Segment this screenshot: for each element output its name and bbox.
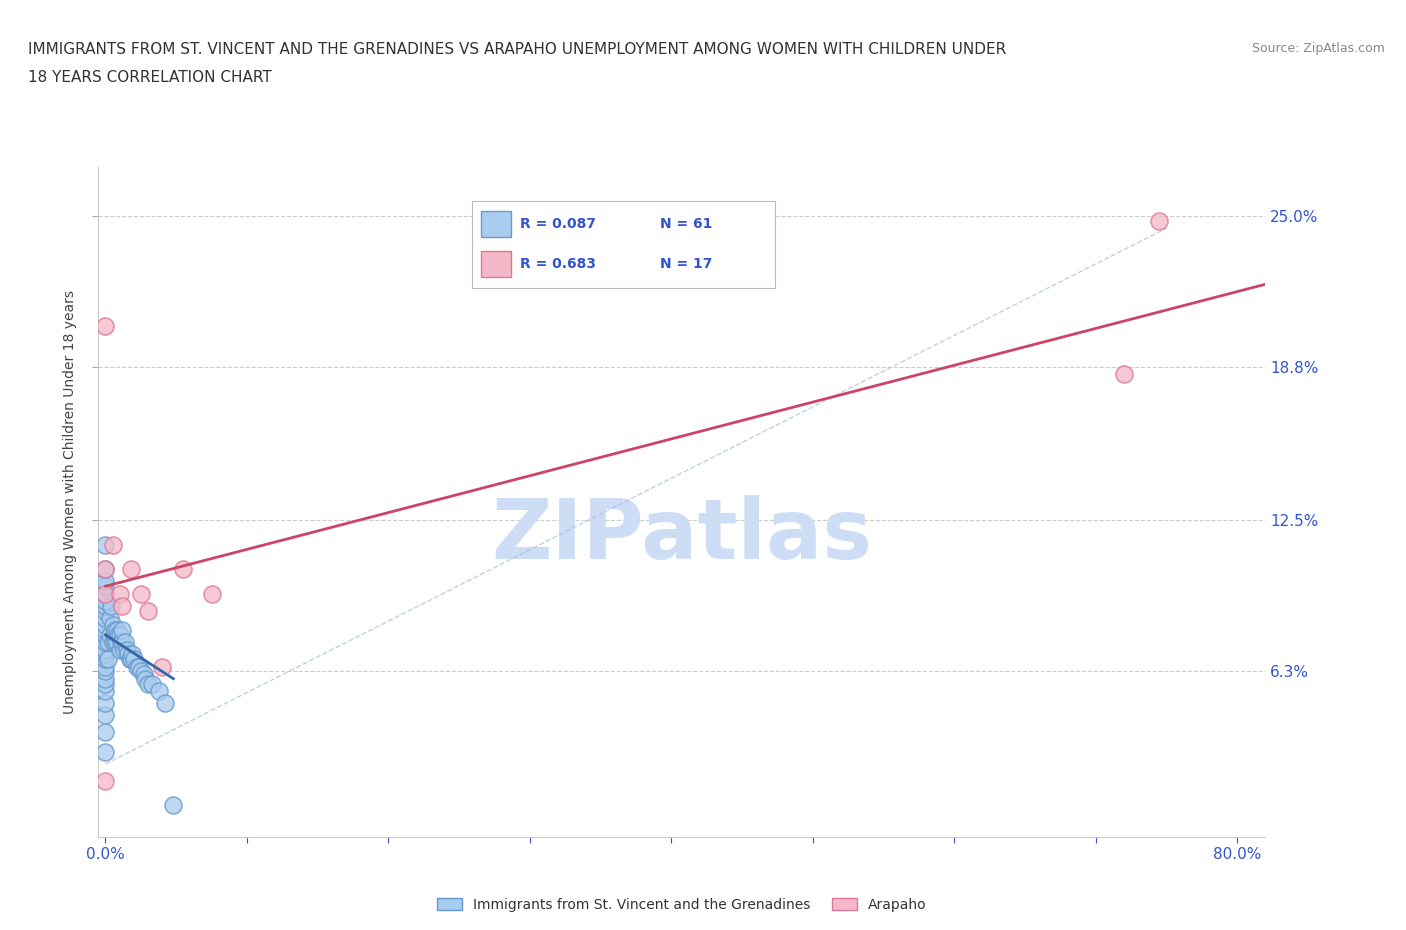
Point: [94, 676, 117, 691]
Point: [200, 586, 222, 601]
Point: [94, 696, 117, 711]
Point: [94, 586, 117, 601]
Point: [108, 628, 131, 643]
Point: [110, 635, 132, 650]
Text: Source: ZipAtlas.com: Source: ZipAtlas.com: [1251, 42, 1385, 55]
Point: [101, 618, 124, 632]
Legend: Immigrants from St. Vincent and the Grenadines, Arapaho: Immigrants from St. Vincent and the Gren…: [432, 892, 932, 917]
Point: [94, 604, 117, 618]
Point: [94, 647, 117, 662]
Point: [94, 562, 117, 577]
Point: [94, 593, 117, 608]
Point: [94, 684, 117, 698]
Point: [153, 696, 176, 711]
Point: [94, 562, 117, 577]
Point: [107, 628, 129, 643]
Point: [105, 622, 128, 637]
Point: [150, 659, 173, 674]
Point: [94, 774, 117, 789]
Point: [128, 659, 150, 674]
Point: [98, 610, 121, 625]
Point: [104, 622, 127, 637]
Point: [94, 618, 117, 632]
Point: [141, 676, 163, 691]
Point: [94, 724, 117, 739]
Point: [94, 578, 117, 593]
Point: [103, 628, 125, 643]
Point: [94, 610, 117, 625]
Point: [136, 604, 159, 618]
Point: [94, 652, 117, 667]
Point: [1112, 367, 1135, 382]
Point: [97, 635, 120, 650]
Point: [94, 628, 117, 643]
Point: [125, 659, 148, 674]
Point: [120, 652, 142, 667]
Point: [94, 642, 117, 657]
Text: ZIPatlas: ZIPatlas: [492, 495, 872, 577]
Point: [172, 562, 194, 577]
Point: [94, 598, 117, 613]
Point: [101, 538, 124, 552]
Point: [136, 676, 159, 691]
Point: [94, 664, 117, 679]
Point: [104, 635, 127, 650]
Point: [148, 684, 170, 698]
Point: [94, 622, 117, 637]
Point: [108, 586, 131, 601]
Point: [94, 659, 117, 674]
Point: [1149, 214, 1171, 229]
Point: [134, 671, 156, 686]
Point: [115, 642, 138, 657]
Point: [132, 667, 155, 682]
Point: [94, 708, 117, 723]
Point: [100, 598, 122, 613]
Point: [94, 318, 117, 333]
Point: [94, 574, 117, 589]
Point: [111, 635, 134, 650]
Point: [129, 586, 152, 601]
Y-axis label: Unemployment Among Women with Children Under 18 years: Unemployment Among Women with Children U…: [63, 290, 77, 714]
Point: [118, 652, 141, 667]
Point: [112, 642, 135, 657]
Point: [162, 798, 184, 813]
Point: [97, 652, 120, 667]
Point: [105, 635, 128, 650]
Point: [94, 671, 117, 686]
Point: [108, 642, 131, 657]
Point: [121, 647, 143, 662]
Point: [101, 635, 124, 650]
Point: [98, 628, 121, 643]
Point: [120, 562, 142, 577]
Point: [129, 664, 152, 679]
Point: [117, 647, 139, 662]
Text: 18 YEARS CORRELATION CHART: 18 YEARS CORRELATION CHART: [28, 70, 271, 85]
Point: [114, 635, 136, 650]
Point: [94, 538, 117, 552]
Point: [94, 744, 117, 759]
Text: IMMIGRANTS FROM ST. VINCENT AND THE GRENADINES VS ARAPAHO UNEMPLOYMENT AMONG WOM: IMMIGRANTS FROM ST. VINCENT AND THE GREN…: [28, 42, 1007, 57]
Point: [111, 598, 134, 613]
Point: [94, 586, 117, 601]
Point: [122, 652, 145, 667]
Point: [94, 635, 117, 650]
Point: [111, 622, 134, 637]
